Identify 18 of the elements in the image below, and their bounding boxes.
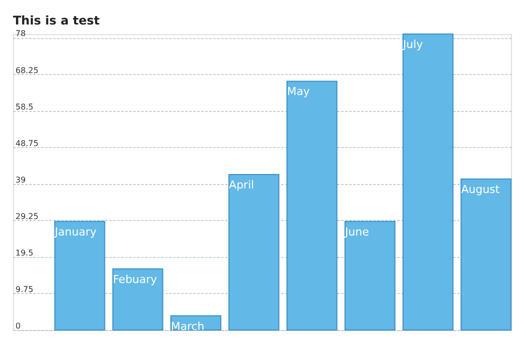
- chart-title: This is a test: [13, 14, 100, 28]
- x-tick-label: Febuary: [112, 272, 158, 286]
- x-tick-label: June: [344, 225, 370, 238]
- y-tick-label: 9.75: [16, 284, 34, 294]
- y-tick-label: 48.75: [16, 138, 38, 148]
- y-tick-label: 68.25: [16, 66, 38, 75]
- x-tick-label: July: [402, 38, 424, 51]
- x-tick-label: March: [170, 320, 204, 333]
- y-tick-label: 58.5: [16, 102, 34, 112]
- x-tick-label: August: [461, 183, 500, 196]
- y-tick-label: 29.25: [16, 212, 38, 221]
- x-tick-label: April: [228, 178, 254, 192]
- x-tick-label: January: [54, 225, 97, 238]
- y-tick-label: 78: [16, 29, 26, 38]
- y-tick-label: 19.5: [16, 248, 34, 258]
- y-tick-label: 39: [16, 175, 26, 184]
- y-tick-label: 0: [16, 322, 21, 330]
- x-tick-label: May: [286, 85, 310, 98]
